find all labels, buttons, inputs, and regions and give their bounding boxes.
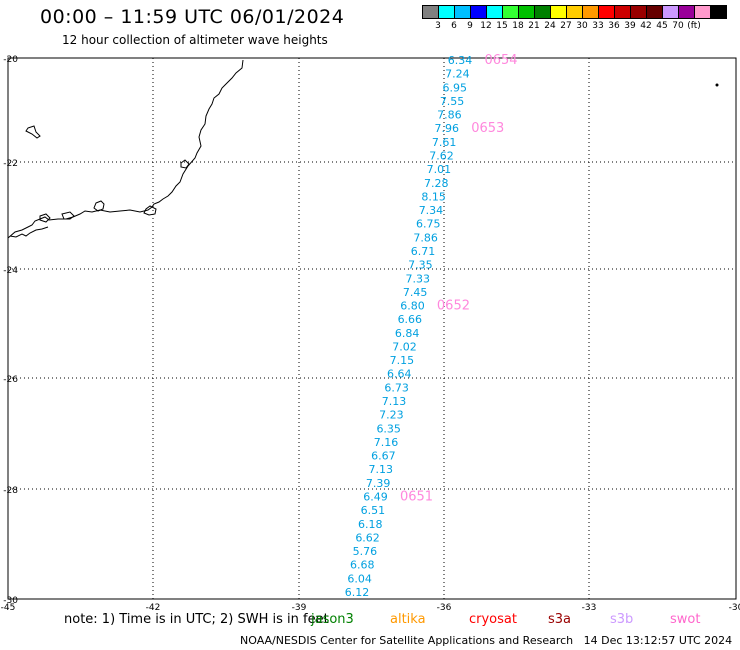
wave-height-label: 6.62	[355, 531, 380, 544]
wave-height-label: 7.86	[413, 231, 438, 244]
wave-height-label: 6.68	[350, 559, 375, 572]
pass-time-label: 0653	[471, 121, 504, 136]
map-frame	[7, 57, 737, 600]
scale-label: 9	[467, 21, 473, 31]
longitude-label: -30	[729, 603, 740, 612]
wave-height-label: 6.84	[395, 327, 420, 340]
latitude-label: -20	[3, 55, 18, 65]
wave-height-label: 7.96	[435, 122, 460, 135]
credit-text: NOAA/NESDIS Center for Satellite Applica…	[240, 634, 574, 647]
wave-height-label: 7.39	[366, 477, 391, 490]
map-subtitle: 12 hour collection of altimeter wave hei…	[62, 33, 328, 47]
longitude-label: -39	[292, 603, 307, 612]
wave-height-label: 6.12	[345, 586, 370, 599]
wave-height-label: 6.80	[400, 300, 425, 313]
wave-height-label: 7.55	[440, 95, 465, 108]
wave-height-label: 7.16	[374, 436, 399, 449]
longitude-label: -36	[437, 603, 452, 612]
wave-height-label: 6.04	[347, 572, 372, 585]
wave-height-label: 8.15	[421, 190, 446, 203]
wave-height-label: 6.18	[358, 518, 383, 531]
pass-time-label: 0652	[437, 299, 470, 314]
satellite-altika: altika	[390, 612, 426, 627]
scale-label: 6	[451, 21, 457, 31]
wave-height-label: 6.34	[448, 54, 473, 67]
satellite-jason3: jason3	[311, 612, 354, 627]
wave-height-label: 7.23	[379, 409, 404, 422]
scale-label: 12	[480, 21, 492, 31]
wave-height-label: 7.24	[445, 68, 470, 81]
wave-height-label: 7.13	[369, 463, 394, 476]
scale-label: 36	[608, 21, 620, 31]
wave-height-label: 6.75	[416, 218, 441, 231]
scale-label: 18	[512, 21, 524, 31]
footer-note: note: 1) Time is in UTC; 2) SWH is in fe…	[64, 612, 329, 627]
scale-label: 42	[640, 21, 652, 31]
wave-height-label: 7.33	[405, 272, 430, 285]
latitude-label: -24	[3, 266, 18, 276]
longitude-label: -33	[582, 603, 597, 612]
graticule	[8, 58, 736, 599]
wave-height-map: 6.347.246.957.557.867.967.617.627.017.28…	[1, 53, 740, 612]
map-title: 00:00 – 11:59 UTC 06/01/2024	[40, 6, 345, 28]
wave-height-label: 7.28	[424, 177, 449, 190]
latitude-label: -22	[3, 159, 18, 169]
timestamp-text: 14 Dec 13:12:57 UTC 2024	[583, 634, 733, 647]
wave-height-label: 6.73	[384, 381, 409, 394]
longitude-label: -45	[1, 603, 16, 612]
wave-height-label: 6.67	[371, 450, 396, 463]
pass-time-label: 0654	[484, 53, 517, 68]
wave-height-label: 7.62	[429, 149, 454, 162]
wave-height-label: 7.86	[437, 109, 462, 122]
scale-label: 45	[656, 21, 668, 31]
wave-height-label: 6.35	[376, 422, 401, 435]
wave-height-label: 6.51	[361, 504, 386, 517]
pass-time-label: 0651	[400, 490, 433, 505]
latitude-label: -30	[3, 596, 18, 606]
island-dot	[715, 83, 719, 87]
satellite-cryosat: cryosat	[469, 612, 517, 627]
wave-height-label: 5.76	[353, 545, 378, 558]
satellite-s3b: s3b	[610, 612, 634, 627]
scale-label: 30	[576, 21, 588, 31]
scale-label: 33	[592, 21, 604, 31]
color-swatch	[710, 5, 727, 19]
wave-height-label: 7.61	[432, 136, 457, 149]
coastline	[7, 59, 244, 239]
wave-height-label: 6.95	[442, 81, 467, 94]
scale-label: 3	[435, 21, 441, 31]
scale-label: 21	[528, 21, 540, 31]
latitude-labels: -20 -22 -24 -26 -28 -30	[3, 55, 18, 606]
wave-height-label: 7.13	[382, 395, 407, 408]
wave-height-label: 7.45	[403, 286, 428, 299]
longitude-label: -42	[146, 603, 161, 612]
satellite-s3a: s3a	[548, 612, 572, 627]
scale-label: 70	[672, 21, 684, 31]
wave-height-label: 6.64	[387, 368, 412, 381]
scale-label: 27	[560, 21, 572, 31]
latitude-label: -26	[3, 375, 18, 385]
satellite-swot: swot	[670, 612, 701, 627]
scale-label: 24	[544, 21, 556, 31]
wave-height-label: 7.01	[427, 163, 452, 176]
wave-height-label: 7.35	[408, 259, 433, 272]
wave-height-label: 7.02	[392, 340, 417, 353]
scale-label: 39	[624, 21, 636, 31]
wave-height-label: 7.34	[419, 204, 444, 217]
latitude-label: -28	[3, 486, 18, 496]
wave-height-label: 6.66	[398, 313, 423, 326]
altimeter-track: 6.347.246.957.557.867.967.617.627.017.28…	[345, 53, 518, 599]
wave-height-label: 6.71	[411, 245, 436, 258]
wave-height-label: 7.15	[390, 354, 415, 367]
color-scale-legend	[422, 5, 727, 19]
wave-height-label: 6.49	[363, 491, 388, 504]
footer-credit: NOAA/NESDIS Center for Satellite Applica…	[240, 634, 732, 647]
longitude-labels: -45 -42 -39 -36 -33 -30	[1, 603, 740, 612]
scale-label: 15	[496, 21, 508, 31]
scale-label: (ft)	[687, 21, 701, 31]
